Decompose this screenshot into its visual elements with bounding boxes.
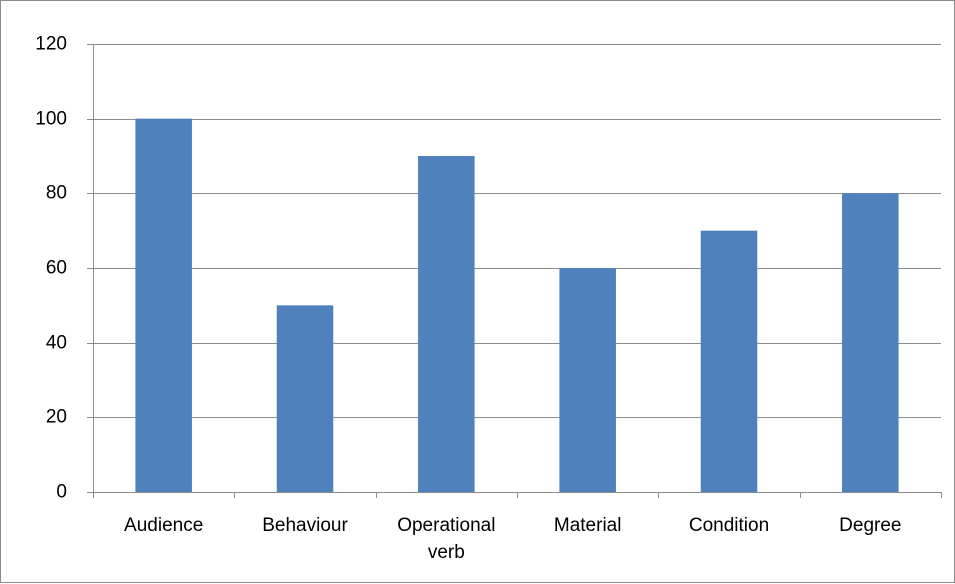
bar-operational-verb [418,156,475,492]
x-tick-label-degree: Degree [839,515,901,536]
bar-degree [842,193,899,493]
y-tick-label-0: 0 [56,482,67,503]
y-tick-label-80: 80 [46,183,67,204]
bar-audience [135,118,192,493]
x-tick-label-condition: Condition [689,515,769,536]
bar-behaviour [276,305,334,492]
bar-material [559,268,616,492]
bar-condition [700,230,758,492]
x-tick-label-operational-verb: Operational verb [397,515,495,563]
y-tick-label-100: 100 [35,109,67,130]
y-tick-labels: 0 20 40 60 80 100 120 [35,34,67,503]
y-tick-label-120: 120 [35,34,67,55]
bars [135,118,899,493]
x-tick-labels: Audience Behaviour Operational verb Material… [124,515,901,563]
x-tick-label-audience: Audience [124,515,203,536]
y-tick-label-60: 60 [46,258,67,279]
y-tick-label-20: 20 [46,407,67,428]
y-tick-label-40: 40 [46,333,67,354]
axes [87,44,942,498]
x-tick-label-behaviour: Behaviour [262,515,348,536]
gridlines [93,44,941,418]
x-tick-label-material: Material [554,515,622,536]
